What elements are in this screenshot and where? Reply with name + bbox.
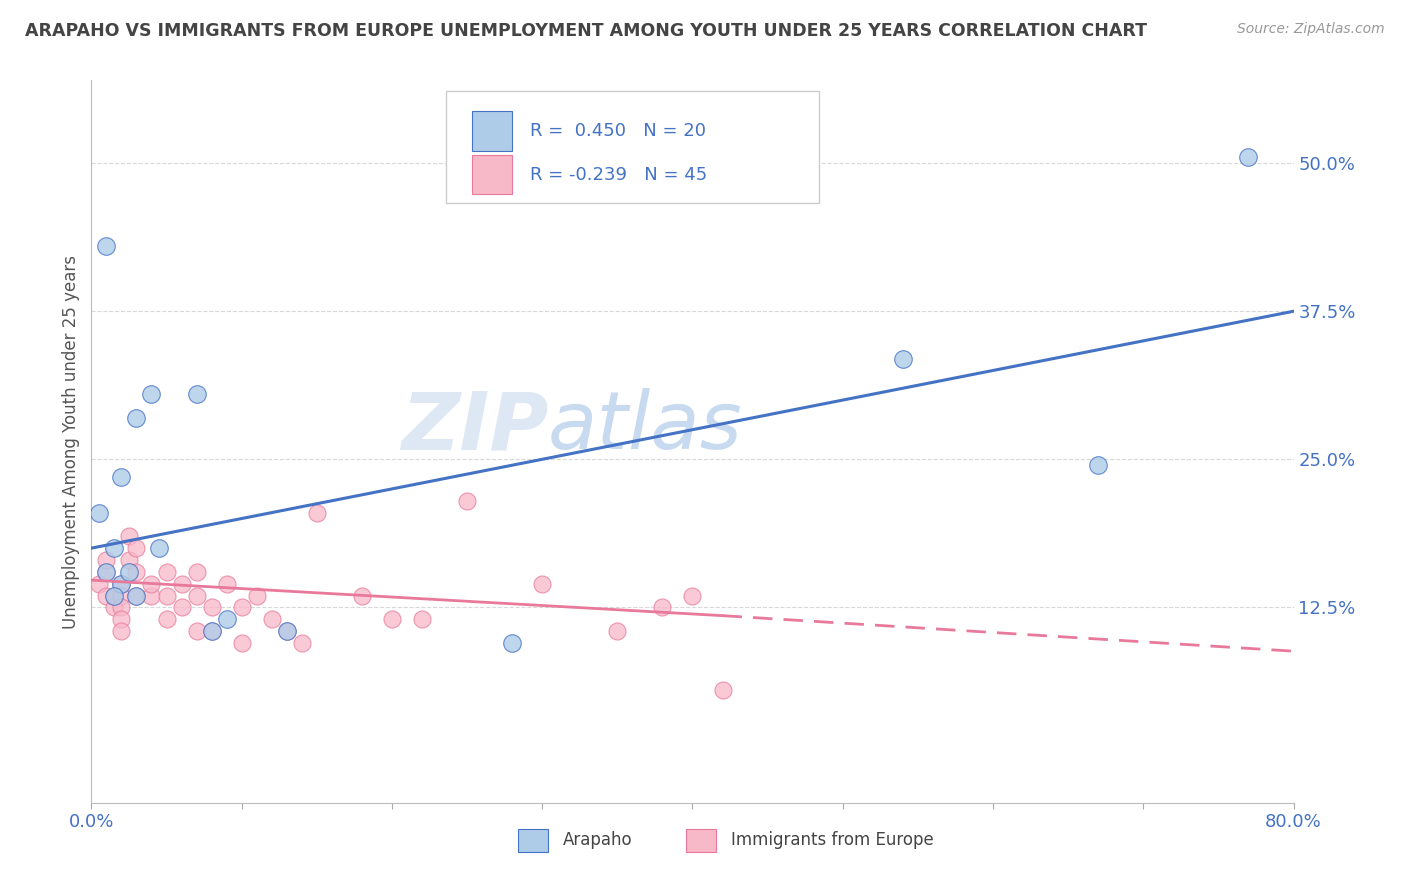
- Point: [186, 624, 208, 638]
- Point: [103, 589, 125, 603]
- Point: [891, 351, 914, 366]
- Point: [606, 624, 628, 638]
- Point: [96, 565, 118, 579]
- Point: [186, 387, 208, 401]
- Point: [711, 683, 734, 698]
- Point: [276, 624, 298, 638]
- Point: [350, 589, 373, 603]
- Text: ZIP: ZIP: [401, 388, 548, 467]
- Point: [201, 624, 224, 638]
- Point: [231, 600, 253, 615]
- Point: [1237, 150, 1260, 164]
- Point: [141, 589, 163, 603]
- Point: [141, 387, 163, 401]
- Point: [246, 589, 269, 603]
- Text: atlas: atlas: [548, 388, 742, 467]
- Point: [501, 636, 523, 650]
- Point: [186, 589, 208, 603]
- Point: [110, 470, 132, 484]
- Bar: [472, 154, 512, 194]
- Point: [125, 541, 148, 556]
- Point: [305, 506, 328, 520]
- Point: [531, 576, 554, 591]
- Point: [110, 576, 132, 591]
- Text: Arapaho: Arapaho: [562, 831, 633, 849]
- Point: [231, 636, 253, 650]
- Point: [110, 589, 132, 603]
- Point: [170, 576, 193, 591]
- Point: [381, 612, 404, 626]
- Point: [96, 589, 118, 603]
- Point: [456, 493, 478, 508]
- Point: [96, 565, 118, 579]
- Point: [125, 589, 148, 603]
- Bar: [686, 829, 717, 852]
- Point: [411, 612, 433, 626]
- Text: Source: ZipAtlas.com: Source: ZipAtlas.com: [1237, 22, 1385, 37]
- Point: [186, 565, 208, 579]
- Point: [260, 612, 283, 626]
- Point: [155, 589, 177, 603]
- Point: [155, 565, 177, 579]
- Point: [141, 576, 163, 591]
- Point: [215, 612, 238, 626]
- Point: [170, 600, 193, 615]
- Point: [125, 410, 148, 425]
- Point: [118, 565, 141, 579]
- Point: [96, 239, 118, 253]
- Point: [118, 553, 141, 567]
- Point: [125, 565, 148, 579]
- Point: [110, 612, 132, 626]
- Text: R = -0.239   N = 45: R = -0.239 N = 45: [530, 166, 707, 184]
- Point: [125, 589, 148, 603]
- FancyBboxPatch shape: [446, 91, 818, 203]
- Point: [215, 576, 238, 591]
- Point: [1087, 458, 1109, 473]
- Point: [103, 600, 125, 615]
- Point: [201, 600, 224, 615]
- Bar: [472, 112, 512, 151]
- Point: [110, 624, 132, 638]
- Point: [103, 589, 125, 603]
- Point: [681, 589, 703, 603]
- Point: [96, 553, 118, 567]
- Point: [201, 624, 224, 638]
- Point: [110, 600, 132, 615]
- Point: [87, 506, 110, 520]
- Text: Immigrants from Europe: Immigrants from Europe: [731, 831, 934, 849]
- Point: [155, 612, 177, 626]
- Point: [110, 576, 132, 591]
- Y-axis label: Unemployment Among Youth under 25 years: Unemployment Among Youth under 25 years: [62, 254, 80, 629]
- Point: [276, 624, 298, 638]
- Point: [103, 541, 125, 556]
- Text: ARAPAHO VS IMMIGRANTS FROM EUROPE UNEMPLOYMENT AMONG YOUTH UNDER 25 YEARS CORREL: ARAPAHO VS IMMIGRANTS FROM EUROPE UNEMPL…: [25, 22, 1147, 40]
- Point: [651, 600, 673, 615]
- Bar: [519, 829, 548, 852]
- Point: [291, 636, 314, 650]
- Text: R =  0.450   N = 20: R = 0.450 N = 20: [530, 122, 706, 140]
- Point: [87, 576, 110, 591]
- Point: [118, 529, 141, 543]
- Point: [148, 541, 170, 556]
